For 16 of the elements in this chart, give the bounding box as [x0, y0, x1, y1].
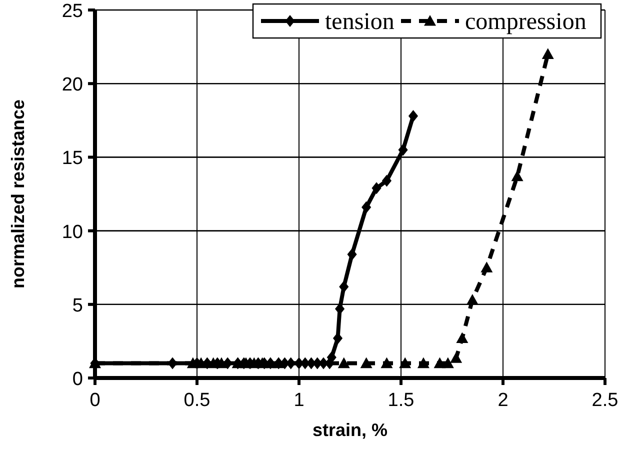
y-tick-label: 10: [62, 222, 83, 243]
legend-label: compression: [465, 9, 586, 35]
x-tick-label: 1: [294, 390, 304, 411]
y-tick-label: 5: [72, 295, 83, 316]
y-axis-title: normalized resistance: [8, 99, 28, 289]
x-axis-title: strain, %: [312, 420, 388, 440]
y-tick-label: 25: [62, 1, 83, 22]
y-tick-label: 20: [62, 74, 83, 96]
x-tick-label: 2: [498, 390, 508, 411]
y-tick-label: 0: [72, 369, 83, 390]
y-tick-label: 15: [62, 148, 83, 170]
x-tick-label: 0.5: [184, 390, 210, 411]
x-tick-label: 2.5: [592, 390, 618, 411]
x-tick-label: 0: [90, 390, 100, 411]
x-tick-label: 1.5: [388, 390, 414, 411]
legend-label: tension: [325, 9, 394, 35]
